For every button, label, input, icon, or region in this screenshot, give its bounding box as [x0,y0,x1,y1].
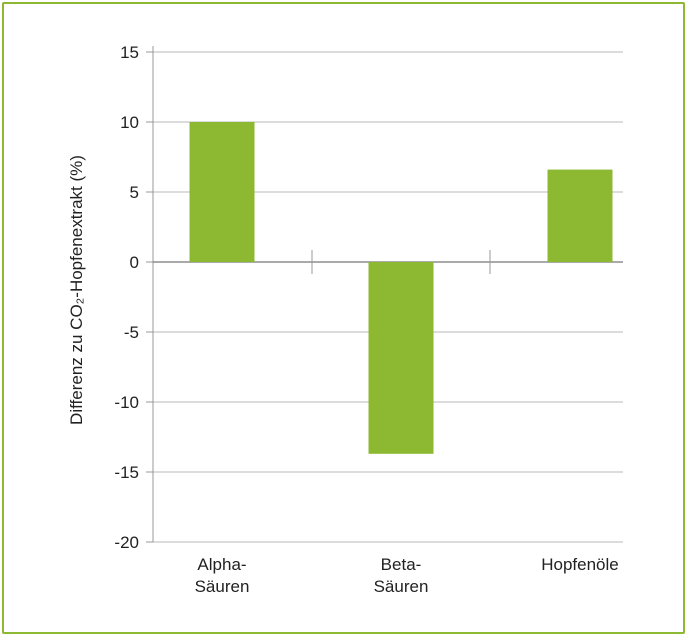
x-category-label: Alpha- Säuren [195,555,250,596]
y-axis-title: Differenz zu CO₂-Hopfenextrakt (%) [67,155,86,425]
bar [547,169,613,262]
y-tick-label: -10 [114,393,139,412]
y-tick-label: 10 [120,113,139,132]
y-tick-label: -15 [114,463,139,482]
x-category-label-line: Beta- [381,555,422,574]
x-category-label: Beta- Säuren [374,555,429,596]
x-category-label-line: Alpha- [197,555,246,574]
y-tick-labels: 15 10 5 0 -5 -10 -15 -20 [114,43,139,552]
bar [368,262,434,454]
y-tick-label: 15 [120,43,139,62]
bar [189,122,255,262]
x-category-label-line: Säuren [374,577,429,596]
x-category-label-line: Säuren [195,577,250,596]
x-category-label: Hopfenöle [541,555,619,574]
y-tick-label: 5 [130,183,139,202]
x-category-labels: Alpha- Säuren Beta- Säuren Hopfenöle [195,555,619,596]
y-tick-label: -20 [114,533,139,552]
y-tick-label: -5 [124,323,139,342]
bars [189,122,613,454]
x-category-label-line: Hopfenöle [541,555,619,574]
y-tick-label: 0 [130,253,139,272]
